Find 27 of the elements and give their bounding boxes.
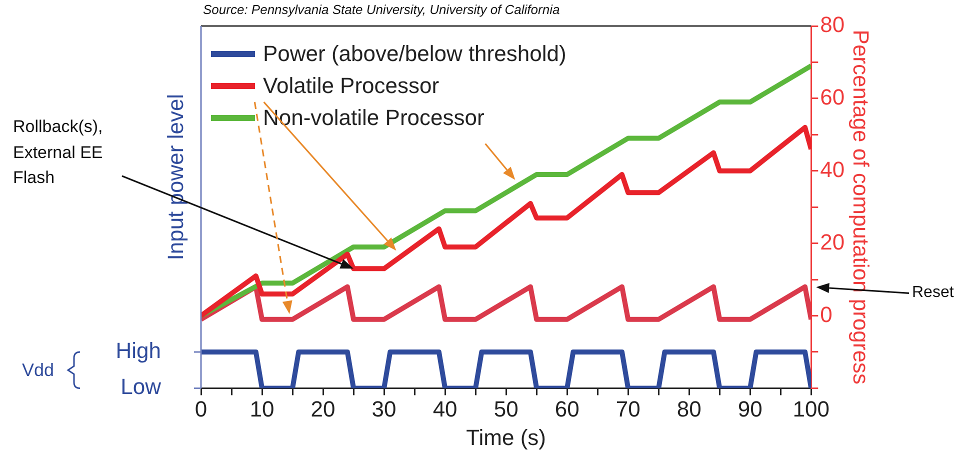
- source-note: Source: Pennsylvania State University, University of California: [203, 2, 560, 19]
- x-tick-label: 50: [494, 396, 518, 422]
- x-tick-label: 10: [250, 396, 274, 422]
- x-tick-label: 70: [616, 396, 640, 422]
- y2-axis-title: Percentage of computation progress: [848, 30, 874, 384]
- x-axis-title: Time (s): [466, 424, 546, 450]
- y2-tick-label: 20: [820, 229, 845, 254]
- y2-tick-label: 60: [820, 84, 845, 110]
- text: Low: [120, 374, 161, 400]
- text: High: [116, 338, 161, 364]
- x-tick-label: 80: [676, 396, 702, 422]
- y-axis-title: Input power level: [163, 94, 188, 260]
- x-tick-label: 40: [432, 396, 458, 422]
- x-tick-label: 30: [372, 396, 396, 422]
- x-tick-label: 20: [310, 396, 336, 422]
- x-tick-label: 100: [792, 396, 830, 422]
- y2-tick-label: 40: [820, 156, 845, 182]
- legend-label: Power (above/below threshold): [263, 41, 566, 67]
- legend-label: Volatile Processor: [263, 73, 440, 99]
- text: Reset: [912, 283, 954, 304]
- text: Rollback(s), External EE Flash: [13, 116, 104, 189]
- y2-tick-label: 80: [820, 12, 845, 38]
- text: Vdd: [22, 359, 54, 382]
- x-tick-label: 0: [194, 396, 208, 422]
- x-tick-label: 60: [554, 396, 580, 422]
- x-tick-label: 90: [738, 396, 762, 422]
- y2-tick-label: 0: [820, 302, 832, 327]
